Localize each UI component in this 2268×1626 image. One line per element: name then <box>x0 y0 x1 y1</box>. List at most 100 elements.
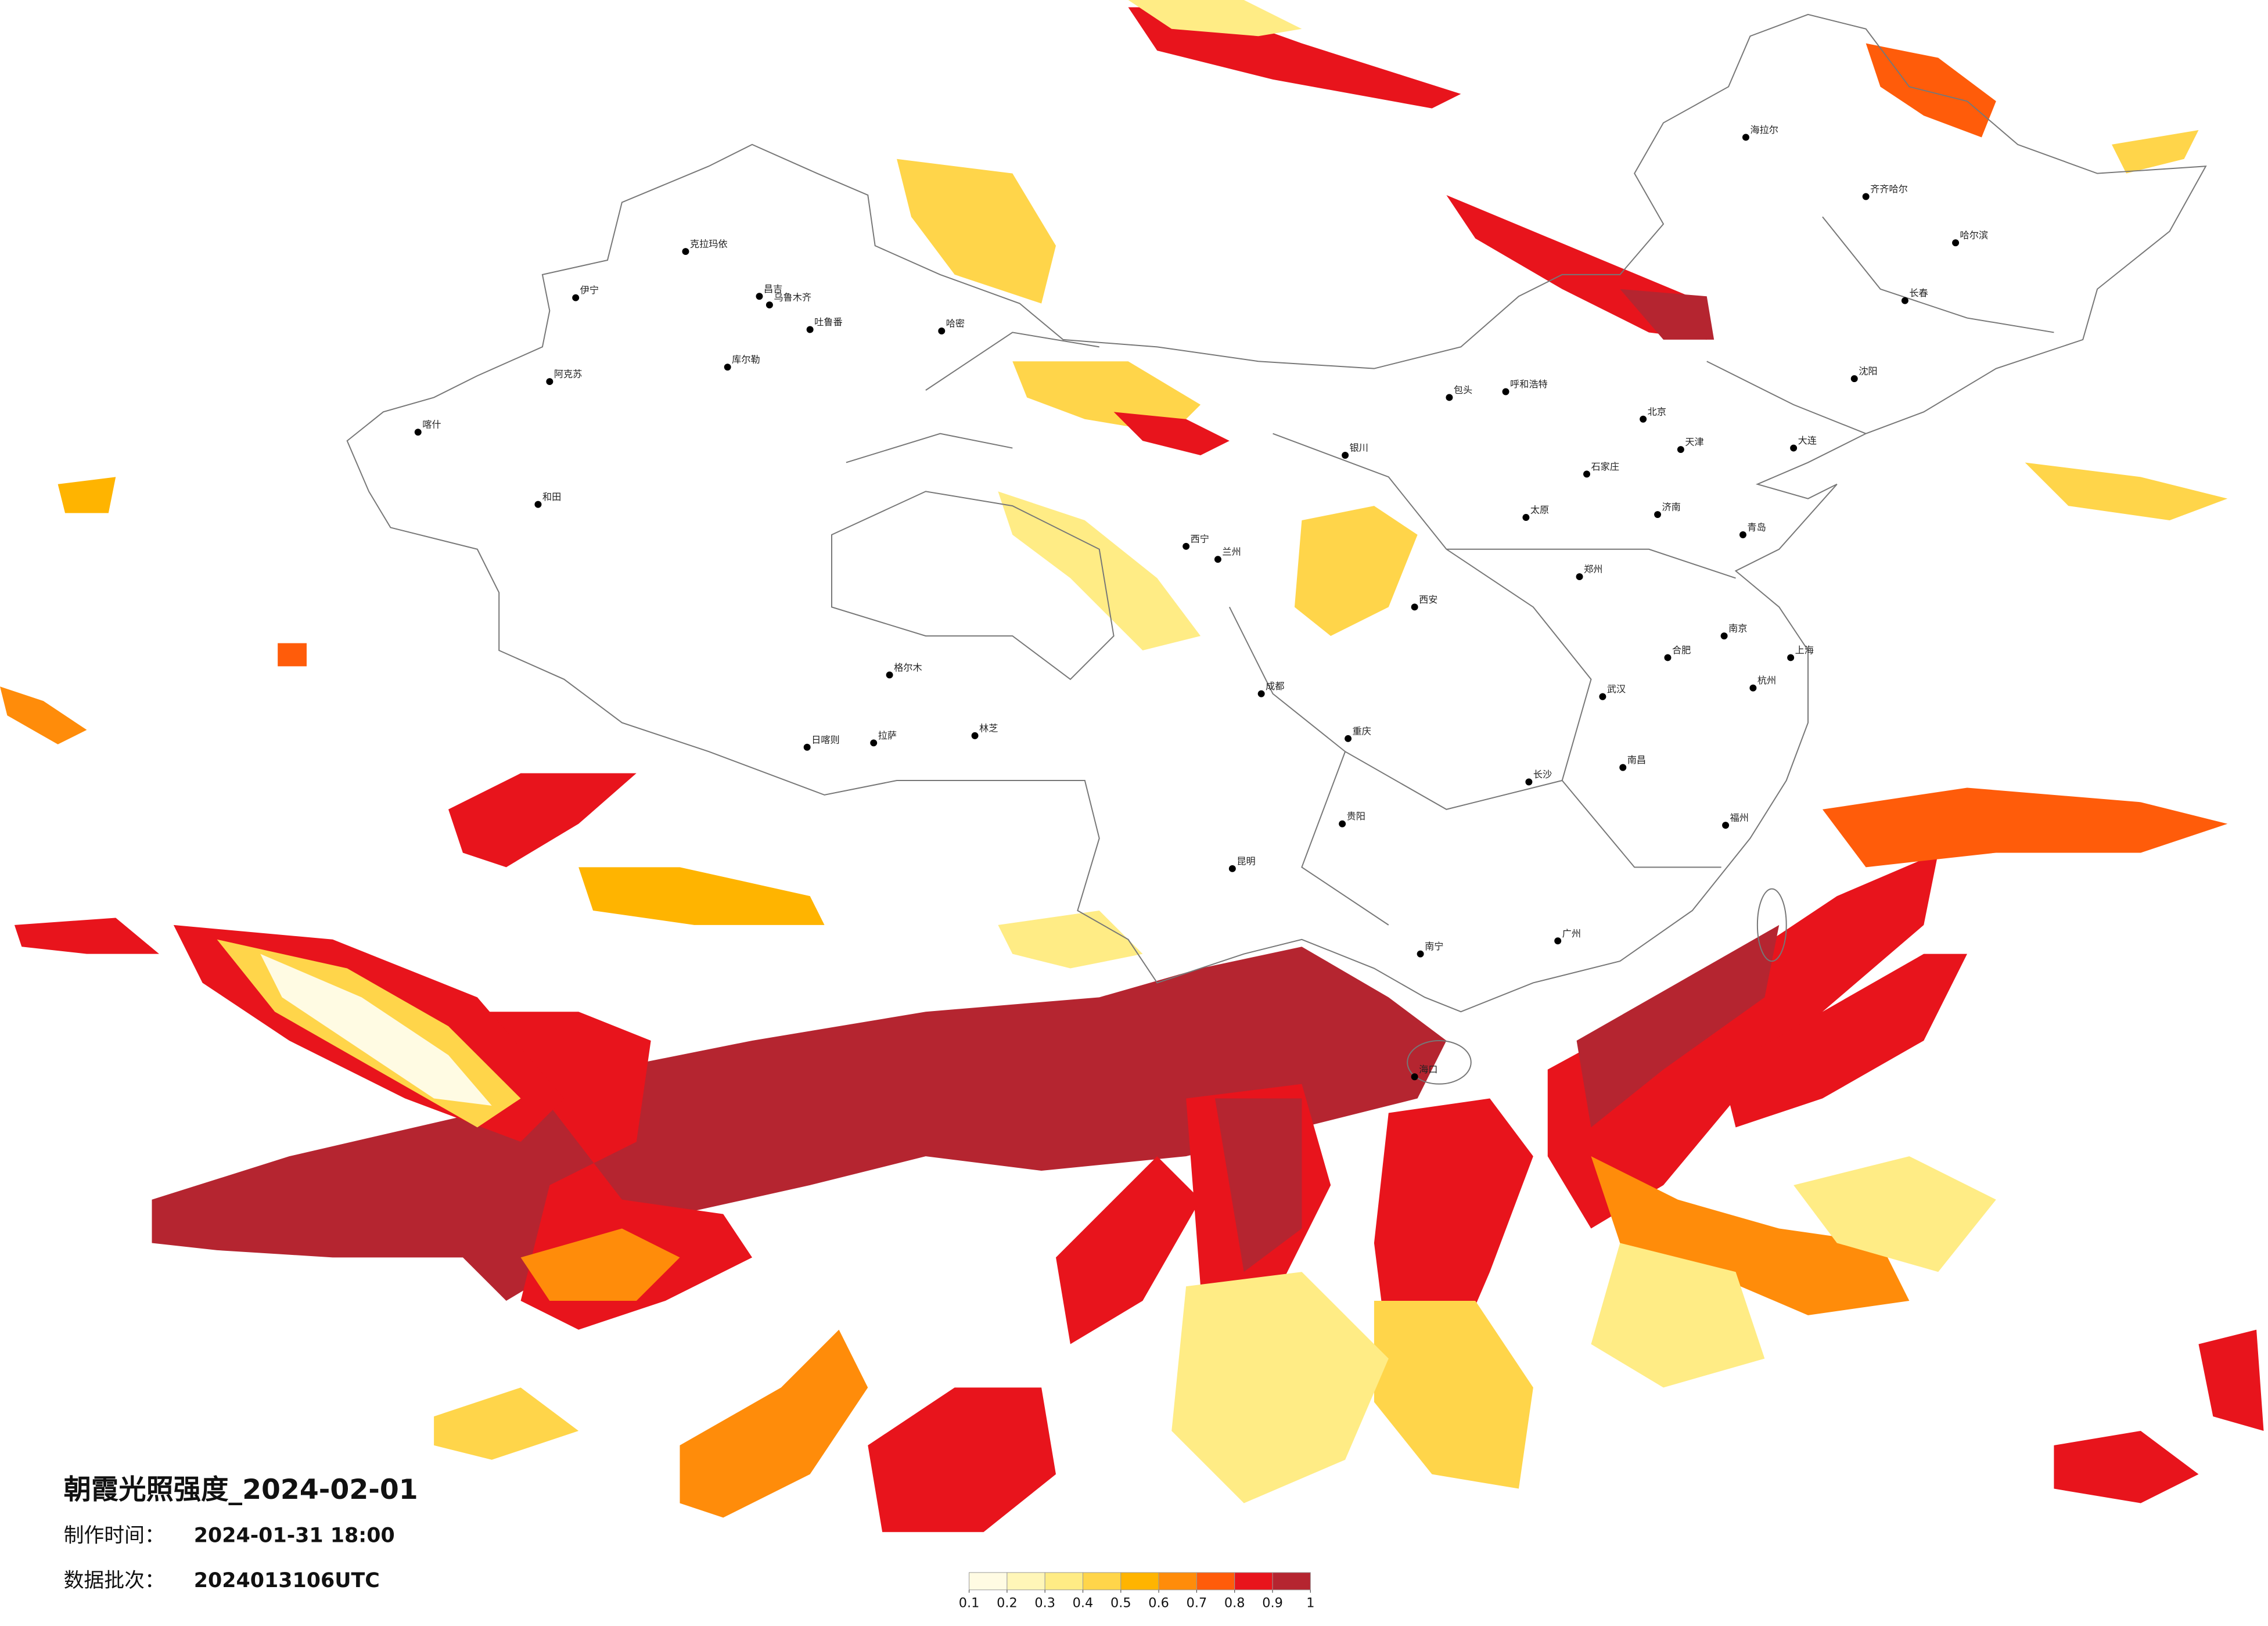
batch-label: 数据批次： <box>64 1569 165 1592</box>
city-dot <box>938 327 946 334</box>
city-label: 南宁 <box>1425 941 1443 952</box>
city-label: 乌鲁木齐 <box>774 292 811 303</box>
city-dot <box>534 501 542 508</box>
city-label: 西宁 <box>1191 533 1209 544</box>
city-dot <box>1214 556 1221 563</box>
city-dot <box>1850 375 1858 383</box>
city-label: 上海 <box>1795 645 1814 656</box>
made-time-label: 制作时间： <box>64 1524 165 1548</box>
city-dot <box>1522 514 1530 521</box>
city-label: 广州 <box>1562 928 1581 939</box>
heat-area <box>998 911 1143 969</box>
city-dot <box>724 364 731 371</box>
heat-area <box>1591 1156 1910 1315</box>
heat-area <box>868 1387 1056 1533</box>
city-label: 日喀则 <box>811 734 840 745</box>
city-label: 喀什 <box>422 419 441 430</box>
city-dot <box>1339 820 1346 828</box>
city-label: 兰州 <box>1222 546 1241 557</box>
heat-area <box>278 643 307 667</box>
colorbar-tick-label: 0.6 <box>1148 1596 1169 1611</box>
city-label: 长沙 <box>1533 769 1552 780</box>
colorbar-tick-label: 1 <box>1306 1596 1314 1611</box>
city-label: 林芝 <box>979 722 998 733</box>
city-label: 武汉 <box>1607 684 1626 695</box>
city-dot <box>803 743 811 751</box>
city-label: 成都 <box>1266 681 1284 692</box>
heat-area <box>1576 924 1780 1128</box>
city-dot <box>1417 950 1424 958</box>
city-label: 南京 <box>1728 623 1747 634</box>
city-label: 杭州 <box>1757 675 1776 686</box>
heat-area <box>57 477 116 513</box>
city-label: 和田 <box>542 491 561 502</box>
heat-area <box>1721 954 1967 1128</box>
city-dot <box>1525 778 1533 786</box>
city-dot <box>1787 654 1795 661</box>
city-label: 太原 <box>1530 505 1549 516</box>
city-dot <box>1720 632 1728 640</box>
city-label: 福州 <box>1730 812 1749 823</box>
city-dot <box>886 671 893 679</box>
heat-area <box>1547 852 1939 1229</box>
city-dot <box>1502 388 1509 395</box>
heat-area <box>1113 412 1230 455</box>
city-label: 青岛 <box>1747 521 1766 533</box>
city-dot <box>1345 735 1352 742</box>
heat-area <box>434 1387 579 1460</box>
heat-area <box>1171 1272 1389 1503</box>
heat-area <box>2025 462 2228 520</box>
city-dot <box>1739 531 1746 538</box>
city-dot <box>806 326 814 333</box>
heat-area <box>1128 0 1302 37</box>
city-label: 贵阳 <box>1347 811 1365 822</box>
city-dot <box>1411 1073 1418 1081</box>
colorbar-tick-label: 0.3 <box>1034 1596 1055 1611</box>
colorbar-tick-label: 0.1 <box>959 1596 980 1611</box>
city-dot <box>1228 865 1236 872</box>
city-dot <box>1257 690 1265 697</box>
city-dot <box>1599 693 1606 700</box>
heat-area <box>1214 1098 1302 1272</box>
city-dot <box>1554 937 1562 945</box>
colorbar-swatch <box>1158 1572 1197 1591</box>
city-label: 天津 <box>1685 437 1703 448</box>
city-label: 郑州 <box>1584 564 1602 575</box>
city-label: 呼和浩特 <box>1510 379 1548 390</box>
city-dot <box>765 301 773 309</box>
city-label: 南昌 <box>1627 754 1646 765</box>
colorbar-swatch <box>1272 1572 1311 1591</box>
colorbar-tick-label: 0.9 <box>1262 1596 1283 1611</box>
city-label: 克拉玛依 <box>690 239 728 250</box>
island <box>1407 1040 1472 1085</box>
heat-area <box>448 773 637 868</box>
colorbar-swatch <box>1196 1572 1235 1591</box>
colorbar-tick-label: 0.4 <box>1073 1596 1094 1611</box>
heat-area <box>2198 1329 2264 1431</box>
title: 朝霞光照强度_2024-02-01 <box>64 1474 418 1506</box>
heat-area <box>1591 1243 1765 1388</box>
city-dot <box>546 378 553 386</box>
city-label: 包头 <box>1454 384 1472 395</box>
heat-area <box>2054 1431 2199 1503</box>
colorbar-swatch <box>1044 1572 1084 1591</box>
city-dot <box>1182 542 1190 550</box>
heat-area <box>2112 130 2199 174</box>
city-label: 长春 <box>1909 287 1928 298</box>
city-dot <box>1742 134 1749 141</box>
heat-area <box>680 1329 868 1518</box>
city-dot <box>1749 684 1757 692</box>
heat-area <box>1822 787 2228 868</box>
city-dot <box>1342 452 1349 459</box>
city-label: 石家庄 <box>1591 461 1619 472</box>
colorbar-tick-label: 0.7 <box>1187 1596 1207 1611</box>
border <box>831 216 2054 926</box>
batch-value: 2024013106UTC <box>194 1569 380 1592</box>
city-dot <box>1446 394 1453 401</box>
city-dot <box>1901 297 1908 304</box>
city-label: 拉萨 <box>878 730 897 741</box>
city-dot <box>1790 444 1798 452</box>
country-outline <box>346 13 2207 1085</box>
heat-area <box>1620 289 1715 340</box>
